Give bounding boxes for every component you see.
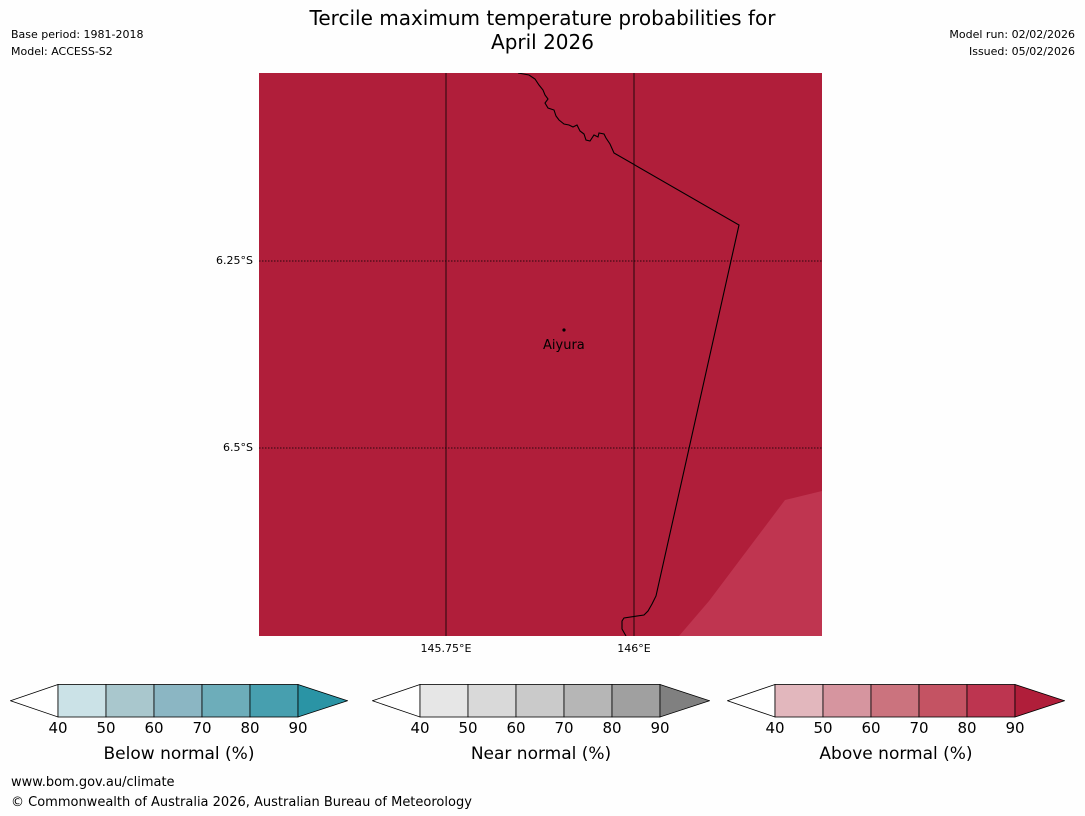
- footer-website: www.bom.gov.au/climate: [11, 775, 175, 790]
- title-line-1: Tercile maximum temperature probabilitie…: [309, 6, 776, 30]
- colorbar-extend-low: [10, 684, 59, 718]
- lat-label-6-25: 6.25°S: [216, 254, 253, 267]
- title-line-2: April 2026: [491, 30, 594, 54]
- footer-copyright: © Commonwealth of Australia 2026, Austra…: [11, 795, 472, 810]
- colorbar-segment-70-80: [563, 684, 613, 718]
- colorbar-tick-60: 60: [506, 719, 526, 737]
- province-boundary: [517, 72, 740, 637]
- colorbar-extend-high: [659, 684, 710, 718]
- colorbar-extend-high: [297, 684, 348, 718]
- town-marker-aiyura: [562, 328, 566, 332]
- colorbar-segment-80-90: [611, 684, 661, 718]
- colorbar-segment-80-90: [249, 684, 299, 718]
- colorbar-tick-70: 70: [554, 719, 574, 737]
- colorbar-segment-50-60: [467, 684, 517, 718]
- lat-label-6-5: 6.5°S: [223, 441, 253, 454]
- map-title: Tercile maximum temperature probabilitie…: [0, 6, 1085, 54]
- colorbar-tick-60: 60: [144, 719, 164, 737]
- colorbar-tick-40: 40: [48, 719, 68, 737]
- colorbar-tick-80: 80: [602, 719, 622, 737]
- colorbar-segment-80-90: [966, 684, 1016, 718]
- colorbar-tick-90: 90: [1005, 719, 1025, 737]
- colorbar-segment-50-60: [822, 684, 872, 718]
- colorbar-segment-60-70: [153, 684, 203, 718]
- lon-label-146: 146°E: [617, 642, 651, 655]
- colorbar-extend-high: [1014, 684, 1065, 718]
- meta-right: Model run: 02/02/2026 Issued: 05/02/2026: [949, 26, 1075, 60]
- meta-left: Base period: 1981-2018 Model: ACCESS-S2: [11, 26, 143, 60]
- colorbar-above-label: Above normal (%): [819, 744, 973, 764]
- probability-region-main: [259, 73, 822, 636]
- colorbar-above-svg: [727, 684, 1065, 718]
- colorbar-tick-40: 40: [410, 719, 430, 737]
- colorbar-segment-70-80: [918, 684, 968, 718]
- colorbar-tick-50: 50: [458, 719, 478, 737]
- colorbar-segment-60-70: [870, 684, 920, 718]
- colorbar-segment-50-60: [105, 684, 155, 718]
- lon-label-145-75: 145.75°E: [420, 642, 472, 655]
- model-run: Model run: 02/02/2026: [949, 28, 1075, 41]
- colorbar-tick-40: 40: [765, 719, 785, 737]
- colorbar-segment-40-50: [419, 684, 469, 718]
- map-panel: Aiyura: [259, 72, 822, 637]
- colorbar-extend-low: [727, 684, 776, 718]
- town-label: Aiyura: [543, 338, 585, 353]
- colorbar-tick-90: 90: [650, 719, 670, 737]
- colorbar-below-svg: [10, 684, 348, 718]
- colorbar-near-label: Near normal (%): [470, 744, 612, 764]
- colorbar-segment-70-80: [201, 684, 251, 718]
- colorbar-segment-40-50: [774, 684, 824, 718]
- colorbar-tick-50: 50: [96, 719, 116, 737]
- colorbar-near-svg: [372, 684, 710, 718]
- colorbar-tick-90: 90: [288, 719, 308, 737]
- colorbar-tick-80: 80: [240, 719, 260, 737]
- colorbar-tick-50: 50: [813, 719, 833, 737]
- colorbar-tick-70: 70: [909, 719, 929, 737]
- colorbar-extend-low: [372, 684, 421, 718]
- colorbar-tick-60: 60: [861, 719, 881, 737]
- colorbar-below-label: Below normal (%): [103, 744, 255, 764]
- colorbar-tick-80: 80: [957, 719, 977, 737]
- issued-date: Issued: 05/02/2026: [968, 45, 1075, 58]
- colorbar-tick-70: 70: [192, 719, 212, 737]
- colorbar-segment-60-70: [515, 684, 565, 718]
- base-period: Base period: 1981-2018: [11, 28, 144, 41]
- map-svg: [259, 72, 822, 637]
- probability-region-lower: [679, 491, 822, 636]
- colorbar-segment-40-50: [57, 684, 107, 718]
- model-name: Model: ACCESS-S2: [11, 45, 113, 58]
